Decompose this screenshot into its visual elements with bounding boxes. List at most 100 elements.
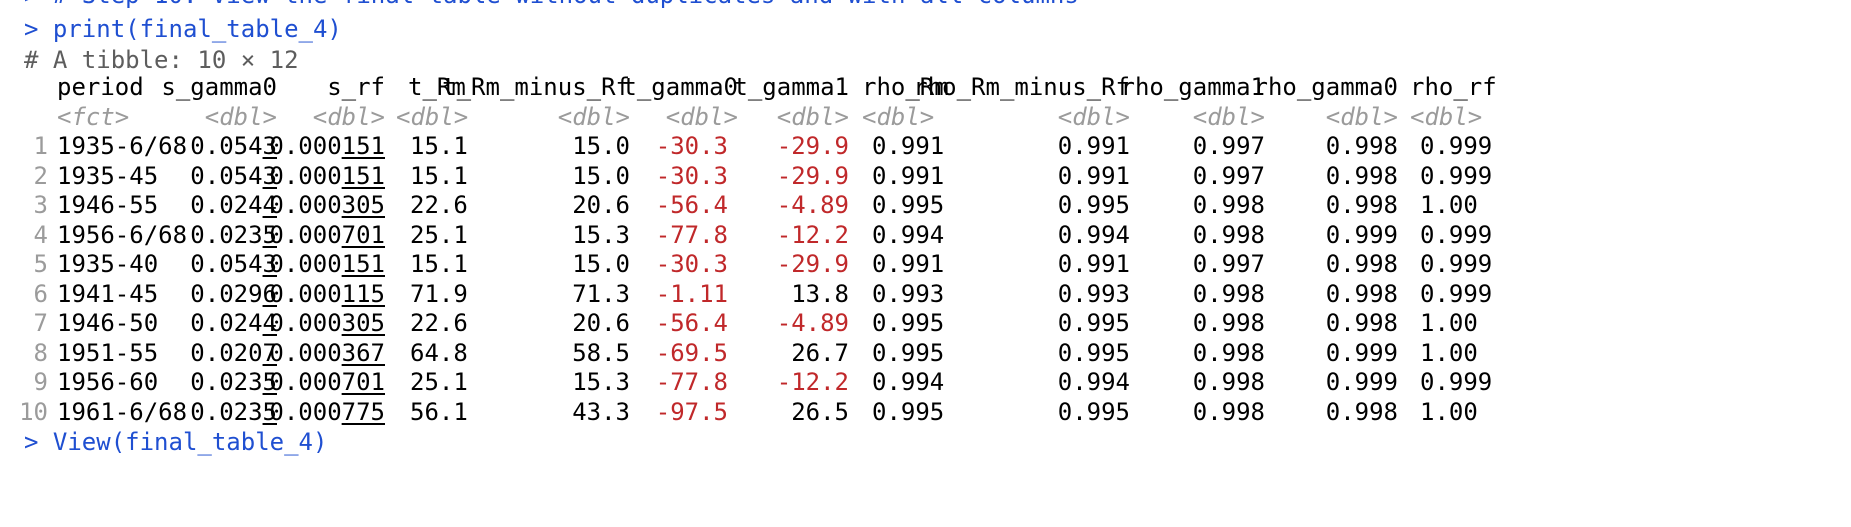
table-cell-rho-rf: 1.00 (1420, 309, 1478, 337)
table-cell-s-gamma0: 0.0543 (190, 161, 277, 190)
table-cell-t-gamma0: -69.5 (655, 338, 728, 367)
view-command-line: > View(final_table_4) (24, 428, 328, 456)
table-cell-rho-gamma0: 0.999 (1325, 338, 1398, 367)
table-cell-t-gamma1: -12.2 (776, 220, 849, 249)
column-type-rho-rm-minus-rf: <dbl> (1057, 103, 1130, 131)
table-cell-t-gamma1: 13.8 (791, 279, 849, 308)
table-cell-t-gamma0: -97.5 (655, 397, 728, 426)
table-cell-rho-gamma0: 0.998 (1325, 161, 1398, 190)
table-cell-rho-rf: 0.999 (1420, 161, 1493, 190)
column-header-s-gamma0: s_gamma0 (161, 73, 277, 101)
table-cell-t-gamma1: -29.9 (776, 250, 849, 278)
table-cell-rho-rf: 0.999 (1420, 220, 1493, 249)
table-cell-rho-gamma0: 0.998 (1325, 191, 1398, 219)
table-cell-t-rm-minus-rf: 58.5 (572, 338, 630, 367)
table-cell-t-rm: 15.1 (410, 161, 468, 190)
table-cell-rho-gamma1: 0.997 (1192, 161, 1265, 190)
row-number: 5 (33, 250, 48, 278)
table-cell-s-rf: 0.000701 (269, 368, 385, 396)
row-number: 9 (33, 368, 48, 396)
table-cell-rho-gamma1: 0.997 (1192, 132, 1265, 160)
column-header-rho-gamma0: rho_gamma0 (1253, 73, 1399, 101)
column-type-s-gamma0: <dbl> (204, 103, 277, 131)
table-cell-period: 1935-40 (57, 250, 159, 278)
table-cell-rho-rf: 0.999 (1420, 132, 1493, 160)
table-cell-rho-rm: 0.994 (872, 220, 945, 249)
table-cell-t-rm: 15.1 (410, 250, 468, 278)
table-cell-t-gamma1: 26.7 (791, 338, 849, 367)
row-number: 1 (33, 132, 48, 160)
table-cell-t-rm: 22.6 (410, 309, 468, 337)
table-cell-rho-gamma1: 0.998 (1192, 220, 1265, 249)
step-comment-line: > # Step 10: View the final table withou… (24, 0, 1079, 13)
table-cell-s-gamma0: 0.0244 (190, 309, 277, 337)
table-cell-rho-rm: 0.995 (872, 191, 945, 219)
table-cell-t-gamma1: -29.9 (776, 161, 849, 190)
table-cell-rho-rm: 0.995 (872, 309, 945, 337)
table-cell-rho-rm-minus-rf: 0.994 (1057, 368, 1130, 396)
table-cell-rho-rm: 0.991 (872, 132, 945, 160)
table-cell-t-gamma0: -30.3 (655, 132, 728, 160)
table-cell-s-gamma0: 0.0235 (190, 368, 277, 396)
table-cell-t-rm: 64.8 (410, 338, 468, 367)
table-cell-rho-rm-minus-rf: 0.994 (1057, 220, 1130, 249)
column-header-rho-gamma1: rho_gamma1 (1120, 73, 1266, 101)
table-cell-rho-gamma0: 0.998 (1325, 397, 1398, 426)
table-cell-period: 1946-50 (57, 309, 159, 337)
table-cell-period: 1956-60 (57, 368, 159, 396)
table-cell-period: 1961-6/68 (57, 397, 188, 426)
table-cell-t-rm-minus-rf: 15.3 (572, 368, 630, 396)
column-header-t-gamma1: t_gamma1 (733, 73, 849, 101)
table-cell-s-rf: 0.000115 (269, 279, 385, 308)
table-cell-t-gamma0: -77.8 (655, 368, 728, 396)
table-cell-rho-rm: 0.994 (872, 368, 945, 396)
table-cell-rho-rf: 0.999 (1420, 279, 1493, 308)
table-cell-rho-gamma1: 0.998 (1192, 309, 1265, 337)
table-cell-rho-gamma0: 0.998 (1325, 132, 1398, 160)
table-cell-rho-rm-minus-rf: 0.993 (1057, 279, 1130, 308)
table-cell-period: 1951-55 (57, 338, 159, 367)
column-header-rho-rm-minus-rf: rho_Rm_minus_Rf (913, 73, 1130, 101)
row-number: 6 (33, 279, 48, 308)
table-cell-t-gamma1: -29.9 (776, 132, 849, 160)
table-cell-t-gamma0: -1.11 (655, 279, 728, 308)
table-cell-t-rm-minus-rf: 15.0 (572, 250, 630, 278)
table-cell-s-rf: 0.000151 (269, 250, 385, 278)
table-cell-s-gamma0: 0.0543 (190, 250, 277, 278)
table-cell-rho-rm: 0.995 (872, 397, 945, 426)
table-cell-period: 1956-6/68 (57, 220, 188, 249)
column-type-s-rf: <dbl> (312, 103, 385, 131)
column-type-rho-rf: <dbl> (1410, 103, 1483, 131)
table-cell-s-gamma0: 0.0235 (190, 397, 277, 426)
table-cell-t-rm: 25.1 (410, 368, 468, 396)
table-cell-rho-gamma1: 0.998 (1192, 338, 1265, 367)
table-cell-t-gamma0: -56.4 (655, 191, 728, 219)
table-cell-rho-rf: 0.999 (1420, 250, 1493, 278)
table-cell-rho-gamma1: 0.998 (1192, 279, 1265, 308)
table-cell-s-gamma0: 0.0296 (190, 279, 277, 308)
column-type-period: <fct> (57, 103, 130, 131)
table-cell-t-gamma0: -30.3 (655, 250, 728, 278)
table-cell-rho-gamma1: 0.998 (1192, 397, 1265, 426)
column-type-t-rm-minus-rf: <dbl> (557, 103, 630, 131)
table-cell-t-rm: 22.6 (410, 191, 468, 219)
column-type-rho-gamma1: <dbl> (1192, 103, 1265, 131)
print-command-line: > print(final_table_4) (24, 15, 342, 43)
table-cell-period: 1946-55 (57, 191, 159, 219)
table-cell-t-rm: 56.1 (410, 397, 468, 426)
table-cell-rho-gamma1: 0.997 (1192, 250, 1265, 278)
table-cell-rho-rm-minus-rf: 0.991 (1057, 161, 1130, 190)
table-cell-rho-rm: 0.991 (872, 161, 945, 190)
table-cell-t-rm: 25.1 (410, 220, 468, 249)
row-number: 4 (33, 220, 48, 249)
table-cell-t-gamma1: -12.2 (776, 368, 849, 396)
table-cell-s-rf: 0.000305 (269, 191, 385, 219)
table-cell-s-rf: 0.000775 (269, 397, 385, 426)
table-cell-s-gamma0: 0.0543 (190, 132, 277, 160)
row-number: 8 (33, 338, 48, 367)
table-cell-t-rm-minus-rf: 15.0 (572, 132, 630, 160)
table-cell-t-gamma0: -77.8 (655, 220, 728, 249)
table-cell-rho-rm-minus-rf: 0.995 (1057, 338, 1130, 367)
table-cell-t-rm-minus-rf: 20.6 (572, 191, 630, 219)
table-cell-t-gamma0: -30.3 (655, 161, 728, 190)
